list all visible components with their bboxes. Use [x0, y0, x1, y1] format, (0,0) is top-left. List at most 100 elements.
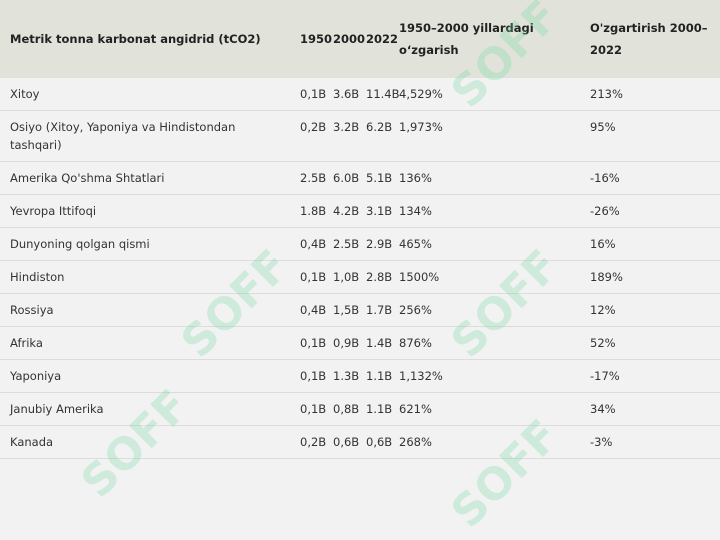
- cell-text: 52%: [590, 336, 616, 350]
- cell-text: 95%: [590, 120, 616, 134]
- table-cell: 1,0B: [333, 260, 366, 294]
- table-cell: 621%: [399, 392, 590, 426]
- table-cell: -26%: [590, 194, 720, 228]
- cell-text: 621%: [399, 402, 432, 416]
- table-cell: 2.5B: [333, 227, 366, 261]
- cell-text: 1.7B: [366, 303, 393, 317]
- cell-text: 0,8B: [333, 402, 360, 416]
- table-cell: 1.1B: [366, 359, 399, 393]
- cell-text: 0,1B: [300, 270, 327, 284]
- cell-text: Amerika Qo'shma Shtatlari: [10, 171, 165, 185]
- cell-text: 465%: [399, 237, 432, 251]
- table-cell: 2.8B: [366, 260, 399, 294]
- cell-text: 0,9B: [333, 336, 360, 350]
- table-cell: 0,6B: [333, 425, 366, 459]
- table-cell: 0,1B: [300, 78, 333, 111]
- table-cell: 0,6B: [366, 425, 399, 459]
- table-row: Kanada 0,2B 0,6B 0,6B 268% -3%: [0, 425, 720, 459]
- table-cell: 1.1B: [366, 392, 399, 426]
- cell-text: Osiyo (Xitoy, Yaponiya va Hindistondan t…: [10, 120, 236, 152]
- table-cell: 0,4B: [300, 293, 333, 327]
- table-row: Xitoy 0,1B 3.6B 11.4B 4,529% 213%: [0, 78, 720, 111]
- cell-text: Yevropa Ittifoqi: [10, 204, 97, 218]
- table-cell: 213%: [590, 78, 720, 111]
- cell-text: 213%: [590, 87, 623, 101]
- cell-text: 0,1B: [300, 87, 327, 101]
- table-cell: 2.5B: [300, 161, 333, 195]
- table-cell: Janubiy Amerika: [0, 392, 300, 426]
- table-row: Afrika 0,1B 0,9B 1.4B 876% 52%: [0, 326, 720, 360]
- cell-text: 189%: [590, 270, 623, 284]
- header-cell: 1950: [300, 32, 333, 46]
- table-cell: Hindiston: [0, 260, 300, 294]
- cell-text: 1,973%: [399, 120, 443, 134]
- cell-text: Hindiston: [10, 270, 65, 284]
- table-cell: Kanada: [0, 425, 300, 459]
- table-row: Yevropa Ittifoqi 1.8B 4.2B 3.1B 134% -26%: [0, 194, 720, 228]
- header-cell: 2022: [366, 32, 399, 46]
- table-cell: Amerika Qo'shma Shtatlari: [0, 161, 300, 195]
- table-cell: -3%: [590, 425, 720, 459]
- table-cell: 1,5B: [333, 293, 366, 327]
- table-row: Osiyo (Xitoy, Yaponiya va Hindistondan t…: [0, 110, 720, 162]
- table-cell: 5.1B: [366, 161, 399, 195]
- cell-text: 2.5B: [300, 171, 327, 185]
- cell-text: 2.8B: [366, 270, 393, 284]
- cell-text: 1.4B: [366, 336, 393, 350]
- cell-text: 12%: [590, 303, 616, 317]
- cell-text: 6.2B: [366, 120, 393, 134]
- table-cell: 12%: [590, 293, 720, 327]
- cell-text: -3%: [590, 435, 613, 449]
- table-cell: 3.1B: [366, 194, 399, 228]
- cell-text: 1,5B: [333, 303, 360, 317]
- table-cell: Osiyo (Xitoy, Yaponiya va Hindistondan t…: [0, 110, 300, 162]
- table-cell: 2.9B: [366, 227, 399, 261]
- header-cell: Metrik tonna karbonat angidrid (tCO2): [10, 32, 261, 46]
- table-row: Hindiston 0,1B 1,0B 2.8B 1500% 189%: [0, 260, 720, 294]
- cell-text: 136%: [399, 171, 432, 185]
- table-cell: 34%: [590, 392, 720, 426]
- table-cell: Dunyoning qolgan qismi: [0, 227, 300, 261]
- table-cell: 0,1B: [300, 359, 333, 393]
- table-cell: 465%: [399, 227, 590, 261]
- table-cell: 256%: [399, 293, 590, 327]
- table-cell: 0,1B: [300, 260, 333, 294]
- cell-text: 0,4B: [300, 237, 327, 251]
- table-cell: Afrika: [0, 326, 300, 360]
- cell-text: Dunyoning qolgan qismi: [10, 237, 150, 251]
- table-cell: 4.2B: [333, 194, 366, 228]
- cell-text: 6.0B: [333, 171, 360, 185]
- table-cell: 0,1B: [300, 326, 333, 360]
- cell-text: 2.5B: [333, 237, 360, 251]
- table-cell: 1.7B: [366, 293, 399, 327]
- table-header: Metrik tonna karbonat angidrid (tCO2) 195…: [0, 0, 720, 78]
- cell-text: 4,529%: [399, 87, 443, 101]
- table-cell: 4,529%: [399, 78, 590, 111]
- table-cell: 6.2B: [366, 110, 399, 162]
- cell-text: 16%: [590, 237, 616, 251]
- cell-text: 5.1B: [366, 171, 393, 185]
- table-cell: 876%: [399, 326, 590, 360]
- cell-text: 3.6B: [333, 87, 360, 101]
- cell-text: 1.1B: [366, 402, 393, 416]
- table-row: Janubiy Amerika 0,1B 0,8B 1.1B 621% 34%: [0, 392, 720, 426]
- cell-text: Afrika: [10, 336, 43, 350]
- table-row: Dunyoning qolgan qismi 0,4B 2.5B 2.9B 465% 16…: [0, 227, 720, 261]
- cell-text: 0,4B: [300, 303, 327, 317]
- cell-text: 0,2B: [300, 435, 327, 449]
- cell-text: 2.9B: [366, 237, 393, 251]
- table-cell: Yevropa Ittifoqi: [0, 194, 300, 228]
- table-cell: 0,9B: [333, 326, 366, 360]
- cell-text: 0,1B: [300, 402, 327, 416]
- cell-text: 0,1B: [300, 336, 327, 350]
- cell-text: -26%: [590, 204, 620, 218]
- table-cell: 189%: [590, 260, 720, 294]
- table-cell: 3.2B: [333, 110, 366, 162]
- table-cell: 95%: [590, 110, 720, 162]
- table-cell: Rossiya: [0, 293, 300, 327]
- table-row: Yaponiya 0,1B 1.3B 1.1B 1,132% -17%: [0, 359, 720, 393]
- cell-text: 3.1B: [366, 204, 393, 218]
- table-cell: 1,132%: [399, 359, 590, 393]
- header-row: Metrik tonna karbonat angidrid (tCO2) 195…: [0, 0, 720, 78]
- table-cell: 0,4B: [300, 227, 333, 261]
